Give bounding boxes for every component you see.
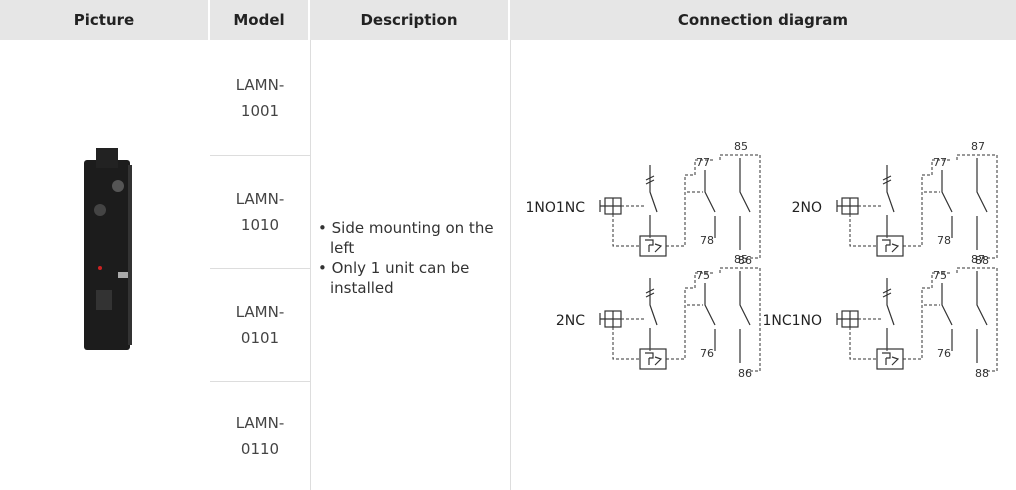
symbol [612,327,651,360]
symbol [639,348,667,370]
symbol [612,214,651,247]
symbol [645,278,658,348]
description-item: Only 1 unit can be installed [318,258,498,298]
symbol [639,235,667,257]
terminal-label: 86 [738,367,752,380]
product-picture [84,148,132,350]
symbol [687,159,715,193]
symbol [645,165,658,235]
symbol [645,239,663,253]
header-cell: Description [310,0,508,40]
symbol [704,283,716,351]
model-cell: LAMN-0110 [210,382,310,490]
header-cell: Picture [0,0,208,40]
diagram-name: 1NC1NO [762,313,822,329]
symbol [941,283,953,351]
symbol [739,158,751,250]
symbol [882,352,900,366]
description: Side mounting on the left Only 1 unit ca… [318,218,498,298]
symbol [876,348,904,370]
symbol [976,271,988,363]
symbol [941,170,953,238]
symbol [599,200,605,212]
header-cell: Connection diagram [510,0,1016,40]
terminal-label: 78 [937,234,951,247]
column-line [310,40,311,490]
terminal-label: 85 [734,253,748,266]
symbol [842,198,858,214]
terminal-label: 75 [696,269,710,282]
symbol [903,174,932,247]
symbol [739,271,751,363]
symbol [666,287,695,360]
terminal-label: 86 [738,254,752,267]
terminal-label: 87 [971,253,985,266]
symbol [719,154,761,259]
column-line [510,40,511,490]
terminal-label: 75 [933,269,947,282]
model-text: LAMN-0110 [235,414,285,458]
symbol [903,287,932,360]
connection-diagram: 75 87 76 88 [836,253,998,380]
terminal-label: 85 [734,140,748,153]
symbol [605,311,621,327]
symbol [956,154,998,259]
symbol [836,200,842,212]
model-cell: LAMN-1010 [210,156,310,268]
model-cell: LAMN-1001 [210,40,310,155]
symbol [687,272,715,306]
terminal-label: 77 [933,156,947,169]
symbol [704,170,716,238]
symbol [882,165,895,235]
symbol [924,159,952,193]
diagram-name: 2NC [556,313,585,329]
connection-diagram: 77 85 78 86 [599,140,761,267]
connection-diagram: 77 87 78 88 [836,140,998,267]
diagram-name: 2NO [792,200,822,216]
row-line [210,381,310,382]
connection-diagram: 75 85 76 86 [599,253,761,380]
symbol [924,272,952,306]
terminal-label: 76 [700,347,714,360]
symbol [599,313,605,325]
terminal-label: 78 [700,234,714,247]
model-cell: LAMN-0101 [210,269,310,381]
symbol [882,278,895,348]
symbol [605,198,621,214]
symbol [956,267,998,372]
header-cell: Model [210,0,308,40]
symbol [645,352,663,366]
terminal-label: 87 [971,140,985,153]
row-line [210,268,310,269]
terminal-label: 76 [937,347,951,360]
terminal-label: 88 [975,254,989,267]
symbol [849,327,888,360]
symbol [666,174,695,247]
description-item: Side mounting on the left [318,218,498,258]
symbol [836,313,842,325]
symbol [719,267,761,372]
model-text: LAMN-0101 [235,303,285,347]
terminal-label: 88 [975,367,989,380]
row-line [210,155,310,156]
terminal-label: 77 [696,156,710,169]
symbol [849,214,888,247]
model-text: LAMN-1010 [235,190,285,234]
model-text: LAMN-1001 [235,75,285,120]
symbol [976,158,988,250]
symbol [876,235,904,257]
symbol [842,311,858,327]
diagram-name: 1NO1NC [525,200,585,216]
symbol [882,239,900,253]
